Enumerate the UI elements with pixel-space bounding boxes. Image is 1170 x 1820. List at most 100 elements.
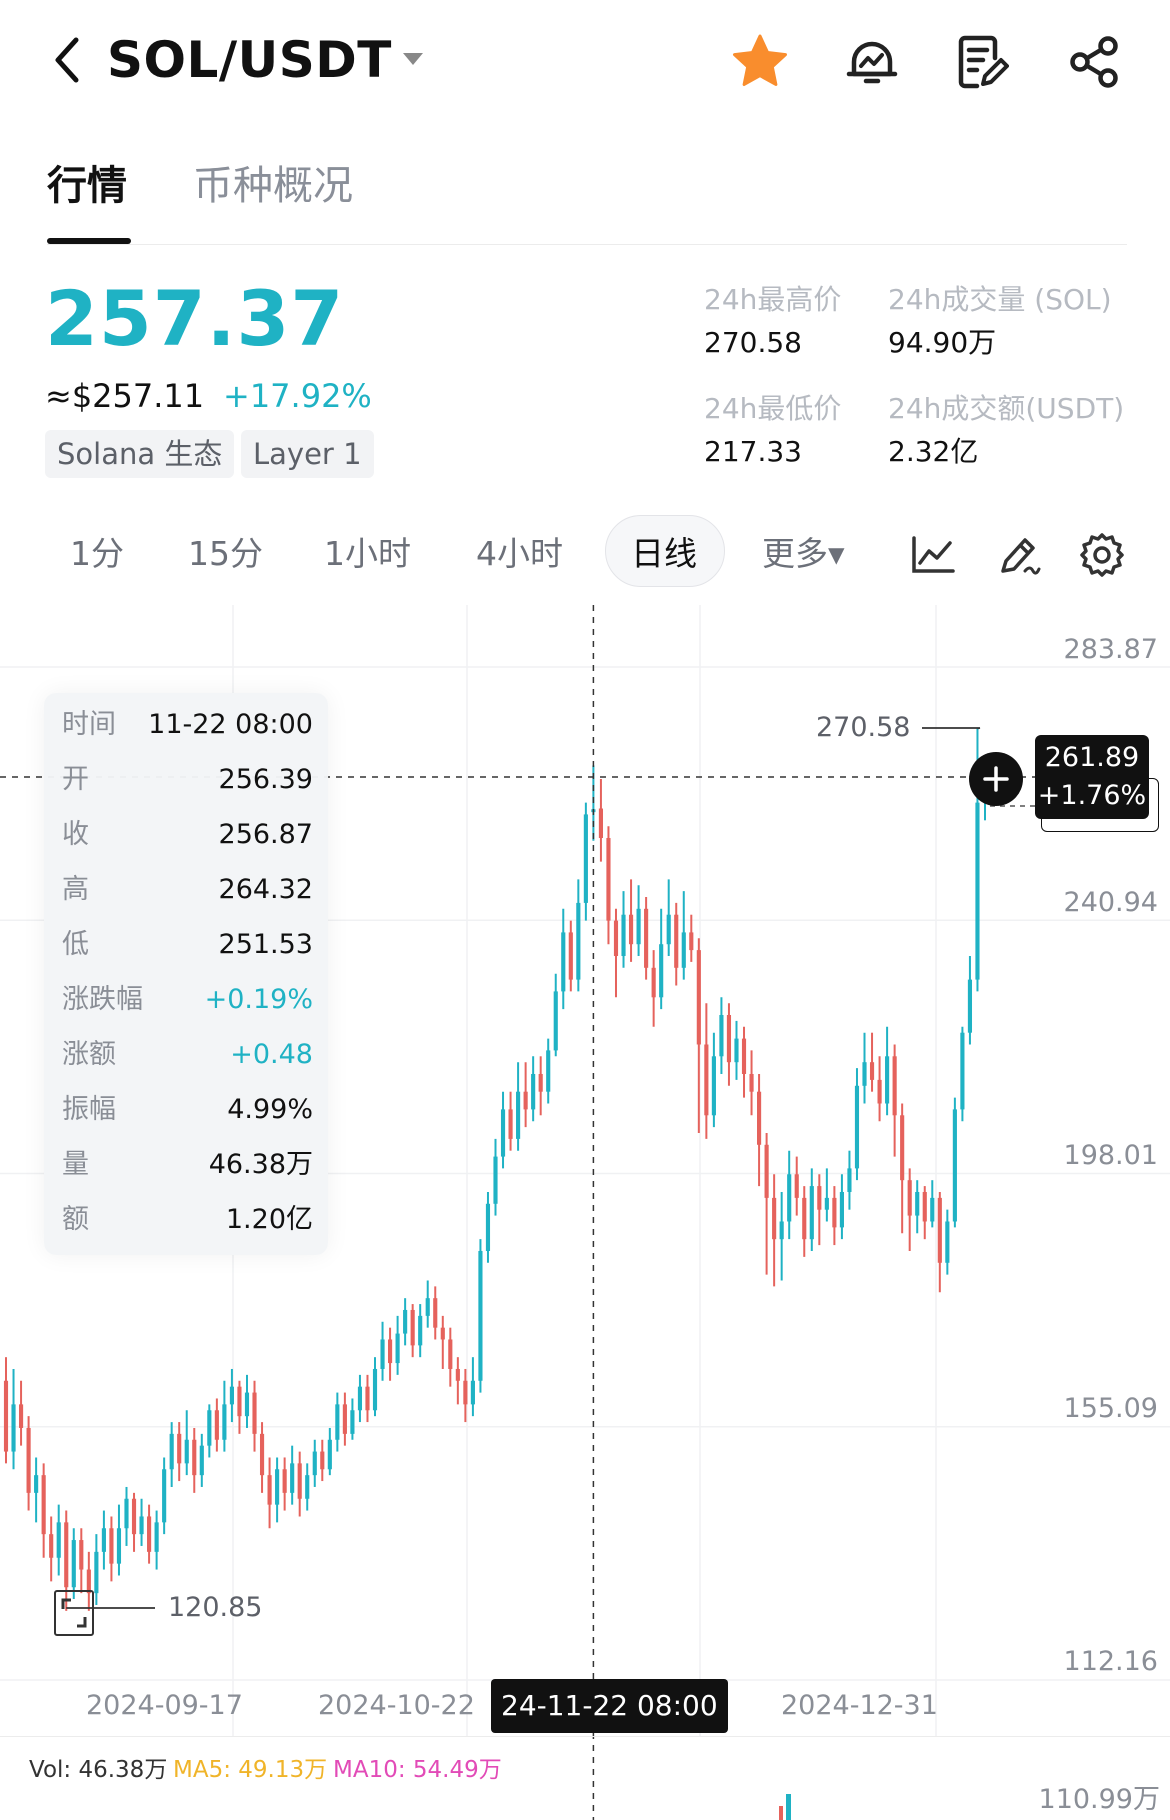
candle-body xyxy=(787,1174,792,1222)
fullscreen-button[interactable] xyxy=(54,1590,94,1636)
candle-body xyxy=(403,1309,408,1334)
candle-body xyxy=(628,914,634,945)
candle-body xyxy=(538,1073,543,1092)
candle-body xyxy=(930,1197,935,1222)
candle-body xyxy=(666,914,671,945)
interval-1d[interactable]: 日线 xyxy=(631,534,697,573)
volume-value: Vol: 46.38万 xyxy=(29,1757,168,1783)
share-button[interactable] xyxy=(1062,30,1126,94)
candle-body xyxy=(975,802,980,980)
volume-divider xyxy=(0,1736,1170,1737)
volume-bar xyxy=(786,1794,791,1820)
candle-body xyxy=(282,1469,287,1493)
candle-body xyxy=(583,814,588,903)
tooltip-key: 时间 xyxy=(62,709,116,740)
candle-body xyxy=(387,1339,393,1364)
divider xyxy=(47,244,1127,245)
current-price-change: +1.76% xyxy=(1037,780,1147,811)
stat-volume-value: 94.90万 xyxy=(888,326,997,359)
candle-body xyxy=(576,902,581,980)
stat-low-value: 217.33 xyxy=(704,435,802,468)
candle-body xyxy=(711,1056,716,1116)
tooltip-row: 收 256.87 xyxy=(44,815,328,855)
candle-body xyxy=(960,1032,965,1110)
tooltip-key: 开 xyxy=(62,764,89,795)
tooltip-key: 涨跌幅 xyxy=(62,984,143,1015)
candle-body xyxy=(696,950,701,1045)
tooltip-value: 256.87 xyxy=(218,819,313,850)
tooltip-value: +0.19% xyxy=(204,984,313,1015)
interval-1h[interactable]: 1小时 xyxy=(324,534,411,573)
candle-body xyxy=(967,979,973,1033)
candle-body xyxy=(147,1516,152,1552)
candle-body xyxy=(952,1109,957,1222)
notes-button[interactable] xyxy=(950,30,1014,94)
candle-body xyxy=(553,991,558,1051)
volume-ma5: MA5: 49.13万 xyxy=(173,1757,328,1783)
candle-body xyxy=(719,1015,724,1057)
pair-title[interactable]: SOL/USDT xyxy=(107,31,392,89)
star-icon xyxy=(733,34,787,86)
y-tick-label: 240.94 xyxy=(1063,887,1158,918)
candle-body xyxy=(64,1522,69,1588)
candle-body xyxy=(312,1451,317,1476)
top-bar: SOL/USDT xyxy=(0,0,1170,120)
candle-body xyxy=(169,1433,174,1470)
chevron-left-icon xyxy=(55,37,79,83)
candle-body xyxy=(252,1392,257,1434)
candle-body xyxy=(259,1433,265,1476)
candle-tooltip: 时间 11-22 08:00 开 256.39 收 256.87 高 264.32 低 251.5… xyxy=(44,693,328,1255)
price-alert-button[interactable] xyxy=(840,30,904,94)
candle-body xyxy=(741,1038,747,1074)
pair-switch-button[interactable] xyxy=(398,46,428,72)
candle-body xyxy=(154,1522,159,1552)
candle-body xyxy=(764,1144,769,1198)
chart-settings-button[interactable] xyxy=(1077,530,1127,580)
tooltip-value: 1.20亿 xyxy=(225,1204,313,1235)
tooltip-value: 11-22 08:00 xyxy=(148,709,313,740)
tooltip-row: 低 251.53 xyxy=(44,925,328,965)
candle-body xyxy=(749,1073,754,1092)
high-marker-label: 270.58 xyxy=(816,712,911,743)
candle-body xyxy=(500,1109,506,1157)
favorite-button[interactable] xyxy=(728,30,792,94)
candle-body xyxy=(237,1386,242,1417)
stat-high-label: 24h最高价 xyxy=(704,283,842,316)
interval-more[interactable]: 更多▾ xyxy=(762,534,845,573)
candle-body xyxy=(689,932,694,951)
tab-market[interactable]: 行情 xyxy=(47,163,127,209)
add-order-button[interactable] xyxy=(969,752,1023,806)
candle-body xyxy=(222,1404,227,1440)
tooltip-key: 低 xyxy=(62,929,89,960)
candle-body xyxy=(56,1522,61,1558)
stat-volume-label: 24h成交量 (SOL) xyxy=(888,283,1112,316)
candle-body xyxy=(365,1386,370,1411)
tag-solana-ecosystem[interactable]: Solana 生态 xyxy=(45,430,235,478)
candle-body xyxy=(267,1475,272,1505)
candle-body xyxy=(418,1315,423,1346)
last-price: 257.37 xyxy=(45,274,345,363)
candle-body xyxy=(410,1309,415,1346)
candle-body xyxy=(34,1475,39,1493)
draw-button[interactable] xyxy=(994,530,1044,580)
interval-1m[interactable]: 1分 xyxy=(70,534,124,573)
price-change-percent: +17.92% xyxy=(223,377,372,415)
tab-coin-overview[interactable]: 币种概况 xyxy=(193,163,353,209)
volume-ma10: MA10: 54.49万 xyxy=(333,1757,502,1783)
candle-body xyxy=(470,1380,475,1405)
interval-4h[interactable]: 4小时 xyxy=(476,534,563,573)
candle-body xyxy=(892,1056,897,1116)
tag-layer1[interactable]: Layer 1 xyxy=(241,430,374,478)
tooltip-value: 256.39 xyxy=(218,764,313,795)
candle-body xyxy=(207,1410,212,1446)
candle-body xyxy=(907,1180,912,1216)
back-button[interactable] xyxy=(44,30,90,90)
candle-body xyxy=(772,1197,777,1240)
candle-body xyxy=(606,838,611,921)
candle-body xyxy=(327,1439,332,1470)
candle-body xyxy=(839,1191,844,1228)
candle-body xyxy=(508,1109,513,1139)
candle-body xyxy=(192,1439,197,1476)
interval-15m[interactable]: 15分 xyxy=(188,534,263,573)
indicator-button[interactable] xyxy=(908,530,958,580)
